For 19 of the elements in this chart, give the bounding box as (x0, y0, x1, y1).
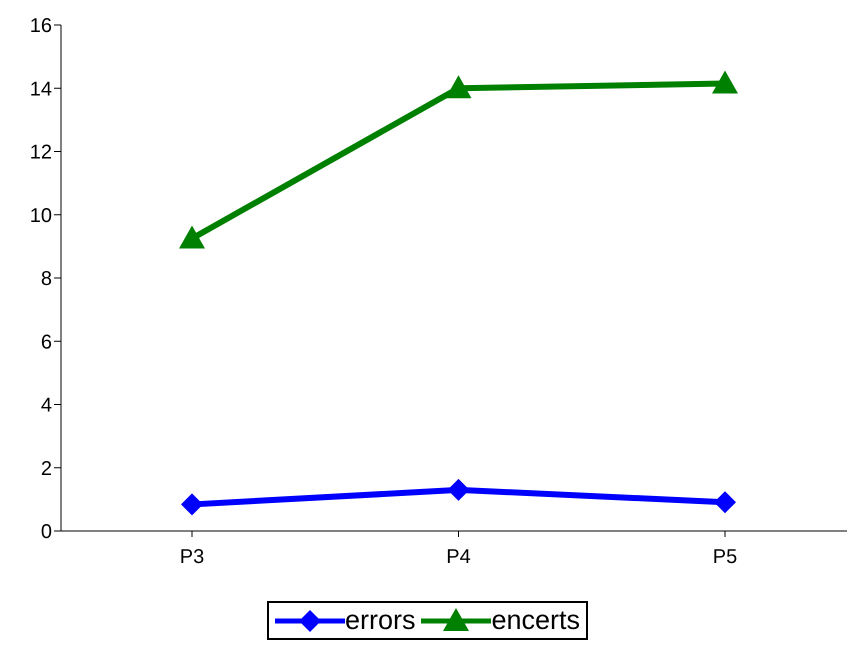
legend-label: encerts (491, 605, 580, 636)
legend-label: errors (344, 605, 416, 636)
y-tick-label: 6 (40, 331, 52, 354)
y-tick-label: 2 (40, 458, 52, 480)
point (714, 491, 736, 514)
point (179, 225, 205, 248)
y-tick-label: 16 (30, 15, 52, 38)
y-tick-label: 8 (40, 268, 52, 290)
y-tick-label: 4 (40, 394, 52, 417)
y-tick-label: 10 (30, 204, 52, 227)
y-tick-label: 14 (30, 78, 52, 100)
y-tick-label: 0 (40, 521, 52, 544)
point (181, 493, 203, 516)
point (446, 75, 472, 98)
x-tick-label: P5 (712, 546, 738, 568)
x-tick-label: P4 (446, 546, 471, 568)
point (712, 70, 738, 94)
x-tick-label: P3 (180, 546, 204, 568)
y-tick-label: 12 (30, 142, 52, 164)
